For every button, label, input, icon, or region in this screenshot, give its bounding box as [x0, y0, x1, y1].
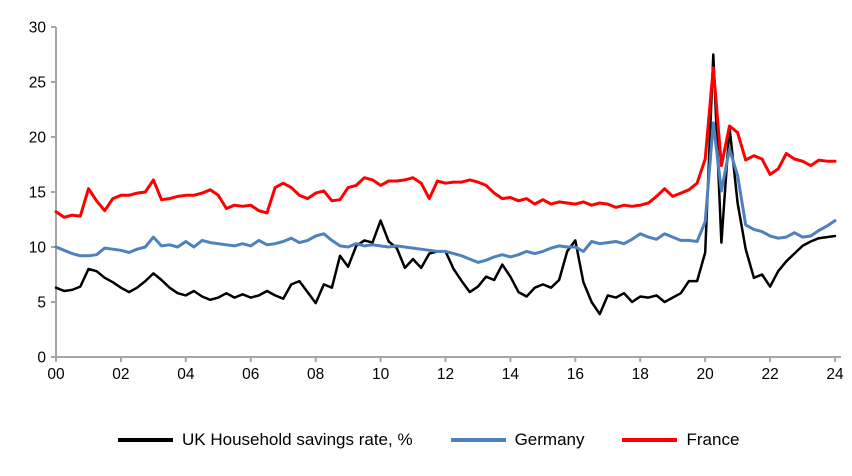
y-axis-tick-label: 5: [37, 295, 46, 312]
legend-label-france: France: [686, 430, 740, 449]
germany-line-swatch-icon: [450, 438, 506, 442]
x-axis-tick-label: 20: [697, 366, 715, 383]
x-axis-tick-label: 24: [826, 366, 844, 383]
france-line: [54, 66, 837, 219]
x-axis-tick-label: 02: [112, 366, 129, 383]
x-axis-tick-label: 22: [761, 366, 778, 383]
chart-legend: UK Household savings rate, % Germany Fra…: [118, 430, 739, 450]
x-axis-tick-label: 04: [177, 366, 195, 383]
legend-label-germany: Germany: [514, 430, 585, 449]
x-axis-tick-label: 10: [372, 366, 390, 383]
legend-item-uk: UK Household savings rate, %: [118, 430, 413, 450]
y-axis-tick-label: 30: [29, 20, 47, 37]
legend-item-france: France: [622, 430, 739, 450]
x-axis-tick-label: 16: [567, 366, 584, 383]
x-axis-tick-label: 12: [437, 366, 454, 383]
x-axis-tick-label: 06: [242, 366, 259, 383]
legend-item-germany: Germany: [450, 430, 585, 450]
y-axis-tick-label: 10: [29, 240, 47, 257]
germany-line: [54, 121, 837, 264]
legend-label-uk: UK Household savings rate, %: [182, 430, 413, 449]
y-axis-tick-label: 15: [29, 185, 46, 202]
x-axis-tick-label: 00: [47, 366, 65, 383]
x-axis-tick-label: 18: [632, 366, 649, 383]
uk-line-swatch-icon: [118, 438, 173, 442]
y-axis-tick-label: 0: [37, 350, 46, 367]
x-axis-tick-label: 14: [502, 366, 520, 383]
y-axis-tick-label: 25: [29, 75, 46, 92]
plot-area: 0 5 10 15 20 25 30 00 02 04 06 08 10 12 14 16 18 20 22 24: [29, 20, 844, 384]
y-axis-tick-label: 20: [29, 130, 47, 147]
x-axis-tick-label: 08: [307, 366, 324, 383]
france-line-swatch-icon: [622, 438, 678, 442]
